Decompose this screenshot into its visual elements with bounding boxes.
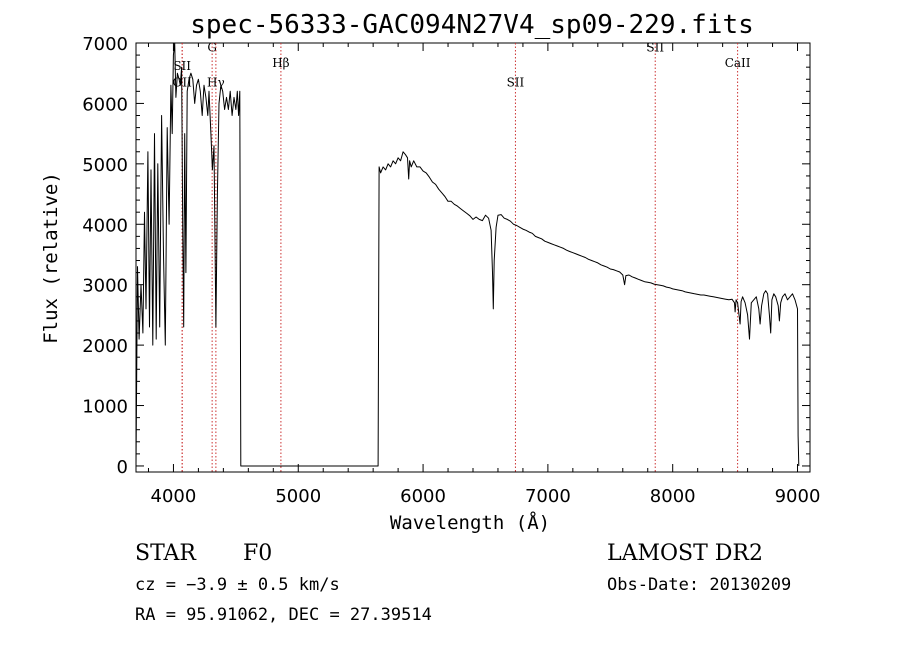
x-tick-label: 8000 [650, 486, 696, 507]
x-axis: 4000 5000 6000 7000 8000 9000 [147, 43, 821, 507]
x-tick-label: 9000 [775, 486, 821, 507]
y-axis-label: Flux (relative) [40, 172, 62, 344]
x-tick-label: 6000 [400, 486, 446, 507]
x-axis-label: Wavelength (Å) [390, 511, 550, 534]
observation-date: Obs-Date: 20130209 [607, 575, 791, 595]
spectral-line-label: Hγ [207, 76, 225, 90]
spectral-line-label: Hβ [272, 56, 289, 70]
y-tick-label: 7000 [82, 34, 128, 55]
x-tick-label: 5000 [275, 486, 321, 507]
spectrum-series [135, 42, 800, 467]
y-tick-label: 2000 [82, 336, 128, 357]
x-tick-label: 4000 [151, 486, 197, 507]
object-subclass: F0 [243, 541, 272, 566]
spectral-line-label: G [207, 40, 217, 54]
x-tick-label: 7000 [525, 486, 571, 507]
y-tick-label: 0 [117, 457, 128, 478]
spectral-line-label: CaII [725, 56, 751, 70]
object-class: STAR [135, 541, 197, 566]
redshift-readout: cz = −3.9 ± 0.5 km/s [135, 575, 340, 595]
plot-frame [135, 42, 811, 473]
y-tick-label: 3000 [82, 276, 128, 297]
coordinates-readout: RA = 95.91062, DEC = 27.39514 [135, 605, 432, 625]
chart-title: spec-56333-GAC094N27V4_sp09-229.fits [190, 10, 754, 40]
y-tick-label: 6000 [82, 94, 128, 115]
spectral-line-label: SII [507, 76, 525, 90]
y-tick-label: 4000 [82, 215, 128, 236]
y-tick-label: 5000 [82, 155, 128, 176]
spectral-line-label: SII [646, 40, 664, 54]
survey-name: LAMOST DR2 [607, 541, 763, 566]
y-tick-label: 1000 [82, 397, 128, 418]
spectral-line-label: SII [173, 59, 191, 73]
y-axis: 0 1000 2000 3000 4000 5000 6000 7000 [82, 34, 810, 478]
spectrum-line [135, 42, 800, 467]
